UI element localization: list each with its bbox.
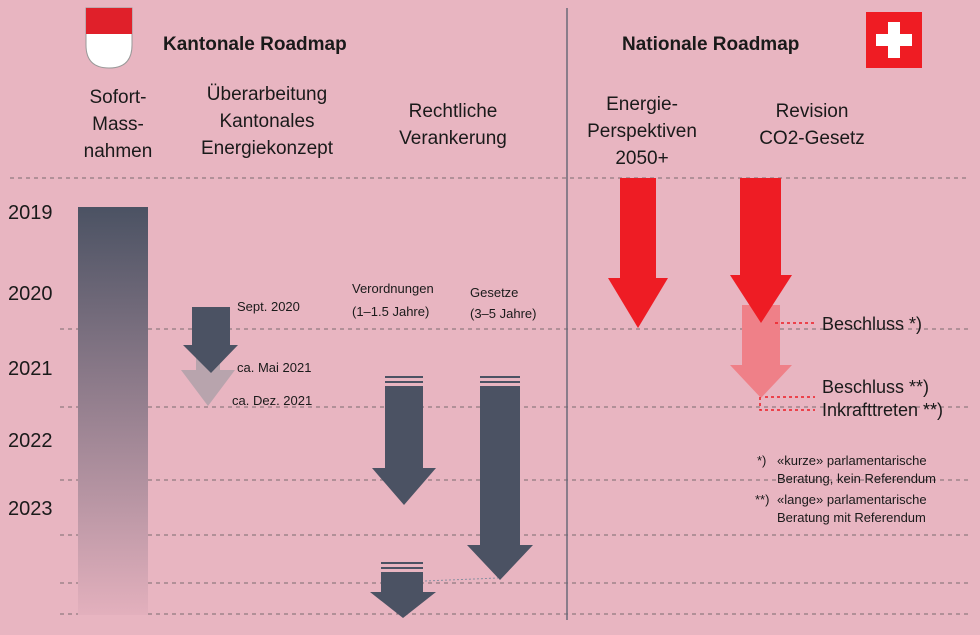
connector bbox=[424, 577, 499, 582]
bottom-arrow bbox=[370, 562, 436, 618]
gesetze-arrow bbox=[467, 376, 533, 580]
label: Verordnungen bbox=[352, 281, 434, 296]
label: Inkrafttreten **) bbox=[822, 400, 943, 420]
footnote: Beratung, kein Referendum bbox=[777, 471, 936, 486]
year-label: 2023 bbox=[8, 498, 53, 520]
footnote-mark: *) bbox=[757, 453, 766, 468]
footnote: Beratung mit Referendum bbox=[777, 510, 926, 525]
co2-arrow-light bbox=[730, 305, 792, 398]
column-label: 2050+ bbox=[615, 148, 668, 169]
year-label: 2021 bbox=[8, 358, 53, 380]
co2-arrow bbox=[730, 178, 792, 323]
column-label: Mass- bbox=[92, 114, 144, 135]
canton-flag bbox=[85, 7, 133, 69]
label: (1–1.5 Jahre) bbox=[352, 304, 429, 319]
header-right: Nationale Roadmap bbox=[622, 34, 799, 55]
label: Gesetze bbox=[470, 285, 518, 300]
column-label: Kantonales bbox=[219, 111, 314, 132]
grid bbox=[10, 8, 970, 620]
label: (3–5 Jahre) bbox=[470, 306, 536, 321]
label: Beschluss **) bbox=[822, 377, 929, 397]
column-label: Revision bbox=[776, 101, 849, 122]
sofort-bar bbox=[78, 207, 148, 615]
header-left: Kantonale Roadmap bbox=[163, 34, 347, 55]
footnote: «lange» parlamentarische bbox=[777, 492, 927, 507]
energie-arrow bbox=[608, 178, 668, 328]
year-label: 2020 bbox=[8, 283, 53, 305]
column-label: CO2-Gesetz bbox=[759, 128, 865, 149]
year-label: 2022 bbox=[8, 430, 53, 452]
column-label: Energiekonzept bbox=[201, 138, 334, 159]
label: Sept. 2020 bbox=[237, 299, 300, 314]
footnote: «kurze» parlamentarische bbox=[777, 453, 927, 468]
swiss-flag bbox=[866, 12, 922, 68]
verordnungen-arrow bbox=[372, 376, 436, 505]
column-label: Überarbeitung bbox=[207, 84, 327, 105]
column-label: Energie- bbox=[606, 94, 678, 115]
year-label: 2019 bbox=[8, 202, 53, 224]
column-label: Sofort- bbox=[89, 87, 146, 108]
label: ca. Dez. 2021 bbox=[232, 393, 312, 408]
dark-arrow bbox=[183, 307, 238, 373]
footnote-mark: **) bbox=[755, 492, 769, 507]
red-connectors bbox=[759, 322, 815, 411]
column-label: Perspektiven bbox=[587, 121, 697, 142]
column-label: nahmen bbox=[84, 141, 153, 162]
column-label: Rechtliche bbox=[409, 101, 498, 122]
label: ca. Mai 2021 bbox=[237, 360, 311, 375]
column-label: Verankerung bbox=[399, 128, 507, 149]
label: Beschluss *) bbox=[822, 314, 922, 334]
